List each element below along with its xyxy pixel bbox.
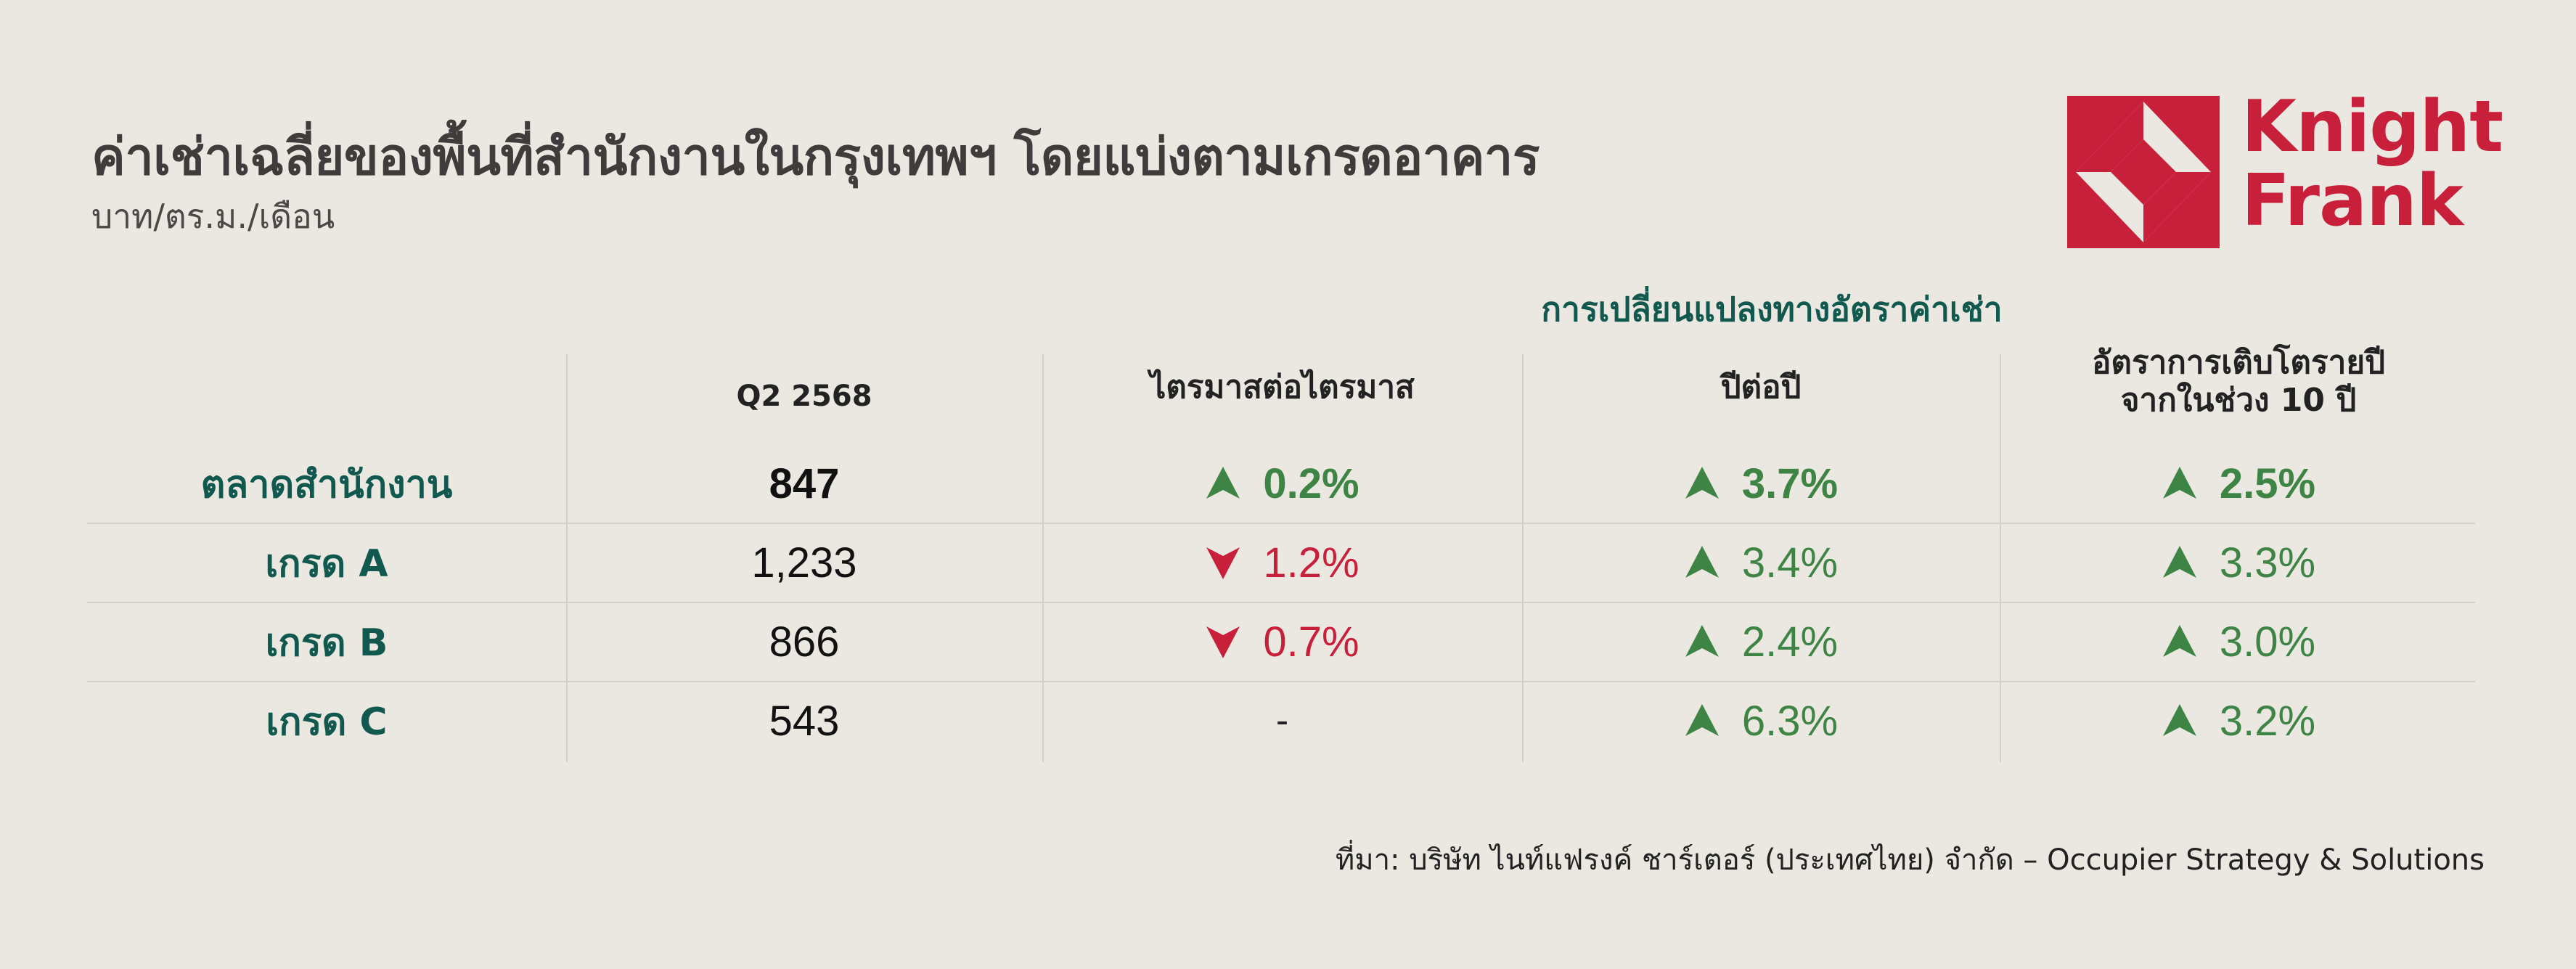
yoy-change-value: 6.3%	[1741, 697, 1839, 745]
row-label-text: เกรด C	[266, 700, 388, 744]
row-label-text: เกรด B	[265, 621, 388, 665]
arrow-down-icon	[1206, 626, 1240, 658]
arrow-up-icon	[1685, 467, 1719, 499]
knight-frank-logo-icon	[2067, 96, 2220, 248]
knight-frank-logo: Knight Frank	[2067, 90, 2503, 254]
rent-change-group-header: การเปลี่ยนแปลงทางอัตราค่าเช่า	[1541, 290, 2003, 329]
col-header-cagr-line2: จากในช่วง 10 ปี	[2120, 382, 2357, 419]
qoq-change-value: 1.2%	[1263, 539, 1359, 586]
yoy-change-cell: 3.4%	[1522, 523, 2000, 602]
logo-text-line1: Knight	[2241, 86, 2503, 168]
arrow-up-icon	[2162, 546, 2196, 578]
qoq-change-cell: -	[1042, 682, 1522, 760]
cagr-change-value: 3.3%	[2219, 539, 2316, 586]
row-label: เกรด C	[87, 682, 566, 760]
qoq-change-value: -	[1275, 700, 1289, 742]
yoy-change-cell: 6.3%	[1522, 682, 2000, 760]
cagr-change-value: 3.0%	[2219, 618, 2316, 666]
column-divider	[2000, 354, 2001, 762]
qoq-change-value: 0.2%	[1263, 459, 1359, 507]
arrow-up-icon	[1206, 467, 1240, 499]
rent-value: 1,233	[751, 539, 857, 586]
column-divider	[566, 354, 568, 762]
yoy-change-cell: 3.7%	[1522, 444, 2000, 523]
qoq-change-value: 0.7%	[1263, 618, 1359, 666]
arrow-up-icon	[2162, 704, 2196, 736]
rent-value-cell: 847	[566, 444, 1042, 523]
row-label: เกรด A	[87, 523, 566, 602]
cagr-change-value: 2.5%	[2219, 459, 2316, 507]
rent-value-cell: 866	[566, 602, 1042, 681]
col-header-period: Q2 2568	[566, 377, 1042, 415]
row-divider	[87, 523, 2475, 524]
cagr-change-cell: 3.2%	[2000, 682, 2477, 760]
yoy-change-value: 3.4%	[1741, 539, 1839, 586]
col-header-yoy-label: ปีต่อปี	[1720, 369, 1802, 406]
arrow-up-icon	[1685, 546, 1719, 578]
rent-value: 866	[769, 618, 840, 666]
col-header-yoy: ปีต่อปี	[1522, 369, 2000, 406]
row-label-text: เกรด A	[265, 541, 388, 586]
row-label: เกรด B	[87, 602, 566, 681]
qoq-change-cell: 0.2%	[1042, 444, 1522, 523]
col-header-cagr-line1: อัตราการเติบโตรายปี	[2091, 344, 2386, 381]
qoq-change-cell: 0.7%	[1042, 602, 1522, 681]
yoy-change-cell: 2.4%	[1522, 602, 2000, 681]
row-divider	[87, 602, 2475, 603]
rent-value: 543	[769, 697, 840, 745]
rent-value-cell: 543	[566, 682, 1042, 760]
col-header-cagr: อัตราการเติบโตรายปี จากในช่วง 10 ปี	[2000, 344, 2477, 420]
arrow-up-icon	[2162, 467, 2196, 499]
arrow-up-icon	[2162, 625, 2196, 657]
row-label-text: ตลาดสำนักงาน	[200, 462, 453, 507]
knight-frank-wordmark: Knight Frank	[2241, 90, 2503, 238]
rent-value-cell: 1,233	[566, 523, 1042, 602]
row-label: ตลาดสำนักงาน	[87, 444, 566, 523]
yoy-change-value: 3.7%	[1741, 459, 1839, 507]
col-header-qoq-label: ไตรมาสต่อไตรมาส	[1150, 369, 1415, 406]
cagr-change-value: 3.2%	[2219, 697, 2316, 745]
column-divider	[1522, 354, 1524, 762]
cagr-change-cell: 3.0%	[2000, 602, 2477, 681]
source-note: ที่มา: บริษัท ไนท์แฟรงค์ ชาร์เตอร์ (ประเ…	[1335, 843, 2485, 877]
row-divider	[87, 681, 2475, 682]
cagr-change-cell: 2.5%	[2000, 444, 2477, 523]
yoy-change-value: 2.4%	[1741, 618, 1839, 666]
arrow-up-icon	[1685, 704, 1719, 736]
column-divider	[1042, 354, 1044, 762]
arrow-up-icon	[1685, 625, 1719, 657]
rent-value: 847	[769, 459, 840, 507]
arrow-down-icon	[1206, 547, 1240, 579]
qoq-change-cell: 1.2%	[1042, 523, 1522, 602]
col-header-qoq: ไตรมาสต่อไตรมาส	[1042, 369, 1522, 406]
page-title: ค่าเช่าเฉลี่ยของพื้นที่สำนักงานในกรุงเทพ…	[91, 127, 1540, 187]
logo-text-line2: Frank	[2241, 160, 2463, 242]
cagr-change-cell: 3.3%	[2000, 523, 2477, 602]
unit-subtitle: บาท/ตร.ม./เดือน	[91, 197, 335, 236]
col-header-period-label: Q2 2568	[736, 380, 872, 413]
